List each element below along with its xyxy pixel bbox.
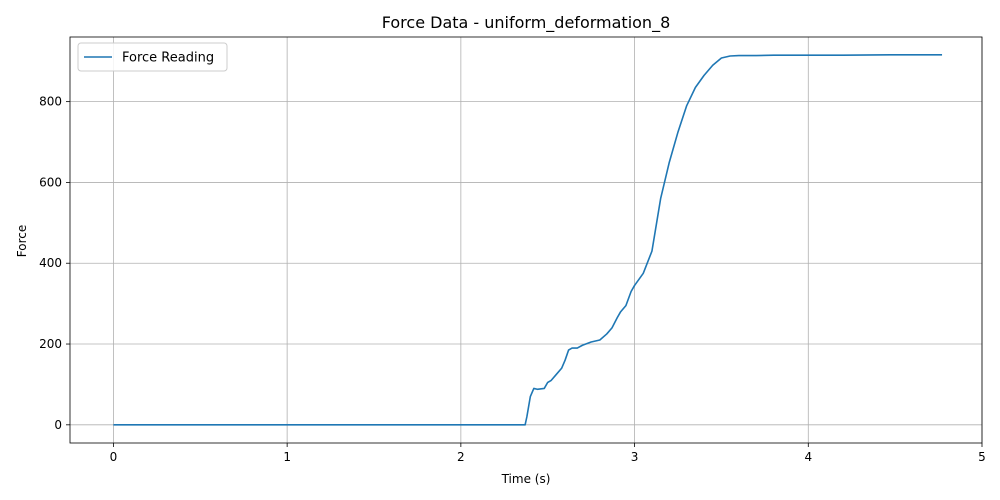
y-axis-label: Force	[15, 225, 29, 257]
x-tick-label: 3	[631, 450, 639, 464]
y-tick-label: 0	[54, 418, 62, 432]
x-axis-label: Time (s)	[501, 472, 551, 486]
y-tick-label: 400	[39, 256, 62, 270]
plot-frame	[69, 36, 983, 444]
axis-ticks: 0 1 2 3 4 5 0 200 400 600 800	[39, 95, 986, 464]
y-tick-label: 800	[39, 95, 62, 109]
series-line-force-reading	[113, 53, 943, 426]
grid-lines	[70, 37, 983, 443]
x-tick-label: 1	[283, 450, 291, 464]
y-tick-label: 200	[39, 337, 62, 351]
series-group	[113, 53, 943, 426]
x-tick-label: 4	[804, 450, 812, 464]
y-tick-label: 600	[39, 175, 62, 189]
legend-label: Force Reading	[122, 51, 214, 66]
x-tick-label: 0	[110, 450, 118, 464]
legend-box	[77, 42, 228, 72]
x-tick-label: 5	[978, 450, 986, 464]
x-tick-label: 2	[457, 450, 465, 464]
legend: Force Reading	[77, 42, 228, 72]
chart-title: Force Data - uniform_deformation_8	[382, 13, 671, 33]
